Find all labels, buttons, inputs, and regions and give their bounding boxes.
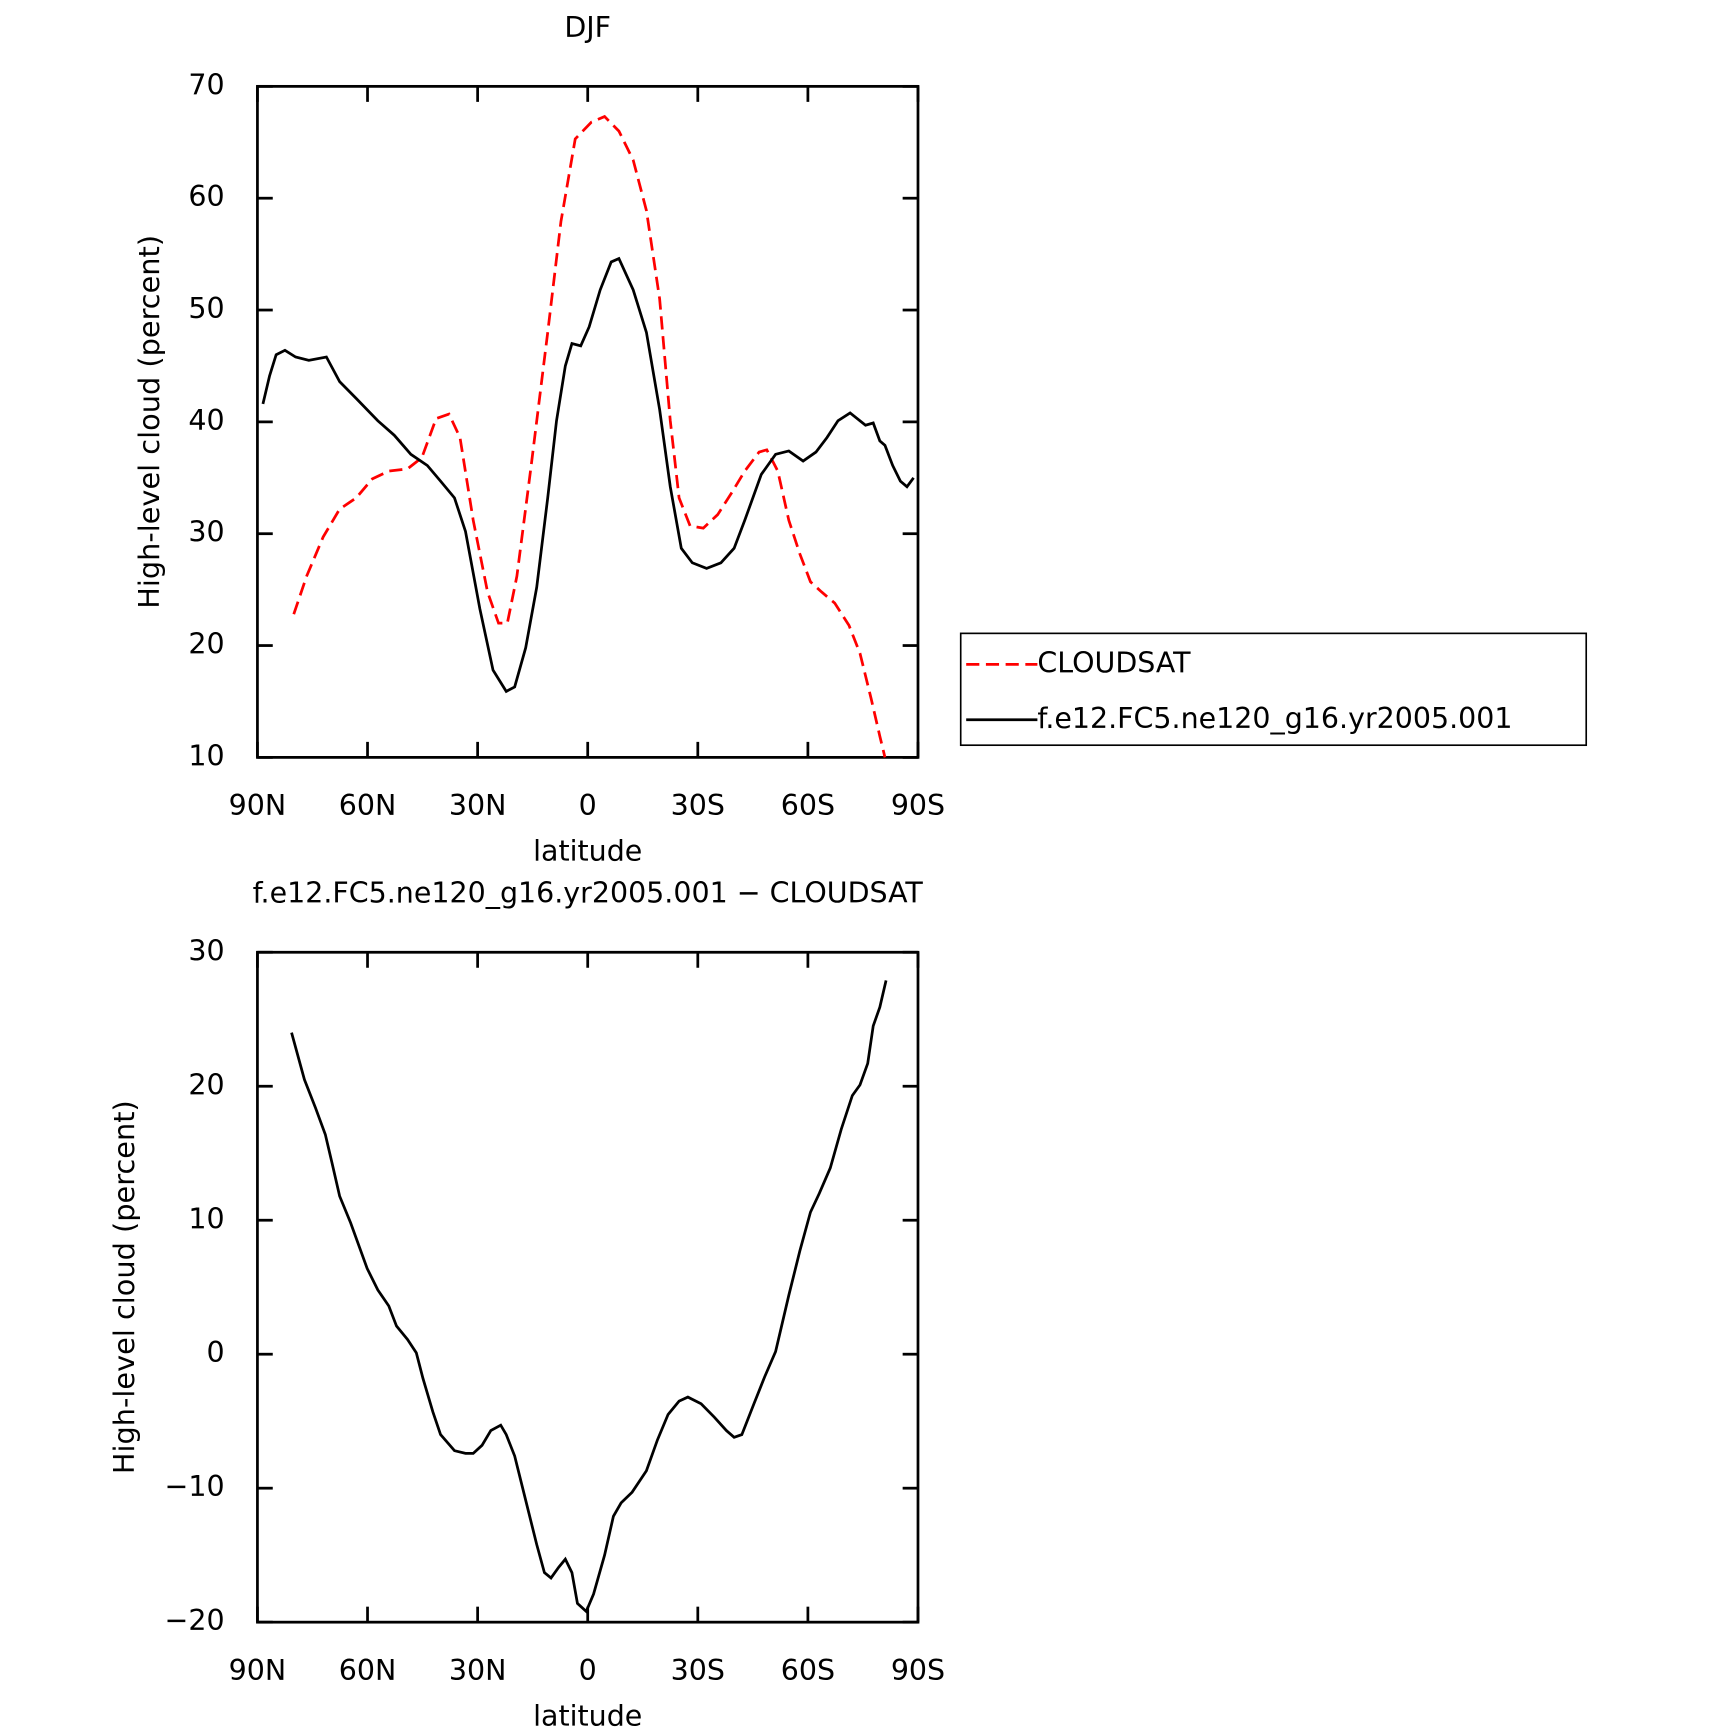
y-tick-label: −10 bbox=[164, 1469, 224, 1503]
y-axis-label: High-level cloud (percent) bbox=[132, 235, 166, 609]
legend-label: f.e12.FC5.ne120_g16.yr2005.001 bbox=[1037, 701, 1512, 735]
y-tick-label: 10 bbox=[188, 1201, 224, 1235]
x-tick-label: 90N bbox=[229, 788, 287, 822]
y-tick-label: 0 bbox=[206, 1335, 224, 1369]
x-tick-label: 60S bbox=[781, 788, 835, 822]
x-tick-label: 90S bbox=[891, 788, 945, 822]
x-tick-label: 60S bbox=[781, 1653, 835, 1687]
x-axis-label: latitude bbox=[533, 834, 642, 868]
x-tick-label: 30N bbox=[449, 1653, 507, 1687]
y-tick-label: −20 bbox=[164, 1603, 224, 1637]
plot-frame bbox=[256, 84, 920, 759]
x-tick-label: 60N bbox=[339, 1653, 397, 1687]
x-tick-label: 60N bbox=[339, 788, 397, 822]
x-tick-label: 30N bbox=[449, 788, 507, 822]
x-axis-label: latitude bbox=[533, 1698, 642, 1732]
legend-box bbox=[959, 632, 1588, 747]
data-line bbox=[290, 980, 888, 1614]
y-tick-label: 20 bbox=[188, 1067, 224, 1101]
plot-frame bbox=[256, 950, 920, 1624]
y-tick-label: 30 bbox=[188, 515, 224, 549]
y-tick-label: 40 bbox=[188, 403, 224, 437]
x-tick-label: 30S bbox=[671, 788, 725, 822]
data-line bbox=[292, 114, 887, 758]
chart-title: DJF bbox=[564, 10, 611, 44]
x-tick-label: 0 bbox=[579, 788, 597, 822]
y-tick-label: 50 bbox=[188, 291, 224, 325]
x-tick-label: 0 bbox=[579, 1653, 597, 1687]
y-axis-label: High-level cloud (percent) bbox=[107, 1100, 141, 1474]
y-tick-label: 10 bbox=[188, 738, 224, 772]
y-tick-label: 20 bbox=[188, 626, 224, 660]
y-tick-label: 60 bbox=[188, 179, 224, 213]
y-tick-label: 30 bbox=[188, 933, 224, 967]
data-line bbox=[261, 256, 915, 694]
chart-title: f.e12.FC5.ne120_g16.yr2005.001 − CLOUDSA… bbox=[253, 876, 924, 910]
legend-label: CLOUDSAT bbox=[1037, 645, 1191, 679]
y-tick-label: 70 bbox=[188, 67, 224, 101]
x-tick-label: 90N bbox=[229, 1653, 287, 1687]
x-tick-label: 90S bbox=[891, 1653, 945, 1687]
x-tick-label: 30S bbox=[671, 1653, 725, 1687]
